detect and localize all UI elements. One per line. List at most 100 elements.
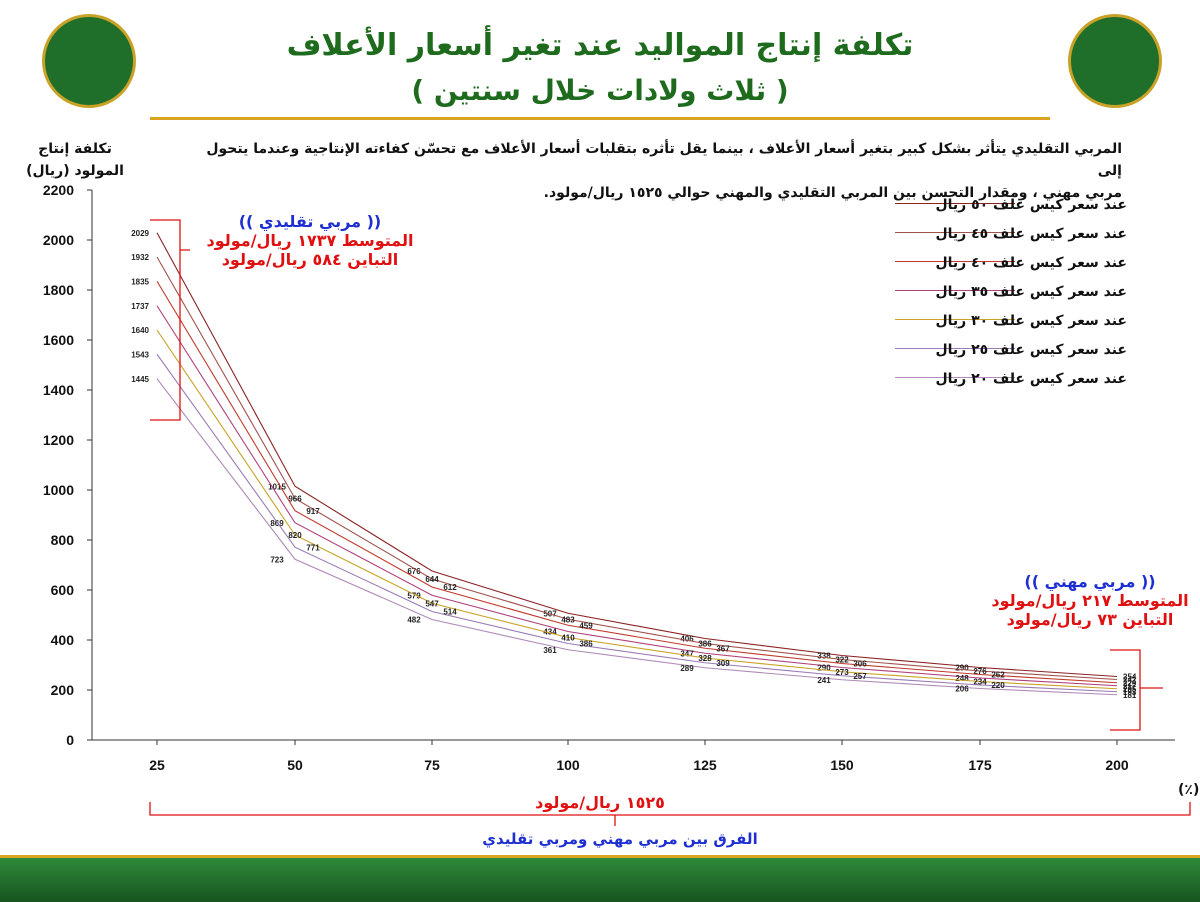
professional-variance: التباين ٧٣ ريال/مولود [1006, 610, 1174, 629]
series-line [156, 329, 1118, 690]
series-line [156, 353, 1118, 693]
series-line [156, 256, 1118, 681]
ministry-map-logo [42, 14, 136, 108]
professional-label: (( مربي مهني )) [1024, 572, 1156, 591]
data-label: 338 [817, 652, 831, 661]
series-line [156, 305, 1118, 687]
legend-swatch [895, 290, 1015, 291]
description-line-2: مربي مهني ، ومقدار التحسن بين المربي الت… [543, 185, 1122, 201]
y-tick-label: 2200 [43, 182, 74, 198]
data-label: 612 [443, 583, 457, 592]
data-label: 644 [425, 575, 439, 584]
y-tick-label: 1600 [43, 332, 74, 348]
data-label: 483 [561, 615, 575, 624]
data-label: 1640 [131, 326, 149, 335]
difference-label: الفرق بين مربي مهني ومربي تقليدي [482, 830, 758, 848]
y-axis-title-line-2: المولود (ريال) [26, 163, 124, 179]
footer-stripe [0, 855, 1200, 858]
y-tick-label: 0 [66, 732, 74, 748]
data-label: 322 [835, 656, 849, 665]
data-label: 579 [407, 591, 421, 600]
legend-swatch [895, 319, 1015, 320]
data-label: 917 [306, 507, 320, 516]
y-tick-label: 1200 [43, 432, 74, 448]
description-text: المربي التقليدي يتأثر بشكل كبير بتغير أس… [190, 138, 1122, 204]
data-label: 676 [407, 567, 421, 576]
professional-average: المتوسط ٢١٧ ريال/مولود [991, 591, 1189, 610]
data-label: 306 [853, 660, 867, 669]
data-label: 257 [853, 672, 867, 681]
legend-label: عند سعر كيس علف ٢٠ ريال [935, 371, 1127, 387]
professional-note: (( مربي مهني )) المتوسط ٢١٧ ريال/مولود ا… [985, 572, 1195, 629]
data-label: 205 [1123, 685, 1137, 694]
data-label: 386 [579, 640, 593, 649]
data-label: 229 [1123, 679, 1137, 688]
data-label: 966 [288, 495, 302, 504]
data-label: 254 [1123, 673, 1137, 682]
data-label: 1835 [131, 277, 149, 286]
traditional-variance: التباين ٥٨٤ ريال/مولود [221, 250, 399, 269]
page-title: تكلفة إنتاج المواليد عند تغير أسعار الأع… [286, 28, 914, 63]
difference-brace [149, 802, 1191, 826]
traditional-average: المتوسط ١٧٣٧ ريال/مولود [206, 231, 414, 250]
cost-line-chart: 0 200 400 600 800 1000 1200 1400 1600 1800 2000 220… [43, 182, 1200, 826]
y-tick-label: 2000 [43, 232, 74, 248]
legend-label: عند سعر كيس علف ٥٠ ريال [935, 197, 1127, 213]
x-tick-label: 50 [287, 757, 303, 773]
data-label: 386 [698, 640, 712, 649]
footer-bar [0, 858, 1200, 902]
data-label: 406 [680, 635, 694, 644]
data-label: 434 [543, 628, 557, 637]
legend-label: عند سعر كيس علف ٤٠ ريال [935, 255, 1127, 271]
y-axis-title-line-1: تكلفة إنتاج [38, 141, 112, 157]
x-tick-label: 150 [830, 757, 854, 773]
y-tick-label: 800 [51, 532, 75, 548]
y-tick-label: 1400 [43, 382, 74, 398]
x-tick-label: 175 [968, 757, 992, 773]
legend-label: عند سعر كيس علف ٢٥ ريال [935, 342, 1127, 358]
professional-bracket [1110, 649, 1163, 731]
traditional-label: (( مربي تقليدي )) [238, 212, 382, 231]
traditional-note: (( مربي تقليدي )) المتوسط ١٧٣٧ ريال/مولو… [190, 212, 430, 269]
legend-item: عند سعر كيس علف ٣٠ ريال [895, 313, 1127, 341]
legend-swatch [895, 203, 1015, 204]
header-divider [150, 117, 1050, 120]
series-line [156, 280, 1118, 684]
legend-swatch [895, 377, 1015, 378]
y-tick-label: 200 [51, 682, 75, 698]
legend-label: عند سعر كيس علف ٤٥ ريال [935, 226, 1127, 242]
data-label: 367 [716, 644, 730, 653]
data-label: 290 [955, 664, 969, 673]
legend-label: عند سعر كيس علف ٣٥ ريال [935, 284, 1127, 300]
data-label: 241 [817, 676, 831, 685]
description-line-1: المربي التقليدي يتأثر بشكل كبير بتغير أس… [206, 141, 1122, 179]
data-label: 217 [1123, 682, 1137, 691]
legend-swatch [895, 232, 1015, 233]
data-label: 328 [698, 654, 712, 663]
legend-item: عند سعر كيس علف ٤٥ ريال [895, 226, 1127, 254]
legend-item: عند سعر كيس علف ٥٠ ريال [895, 197, 1127, 225]
x-tick-label: 25 [149, 757, 165, 773]
legend-item: عند سعر كيس علف ٤٠ ريال [895, 255, 1127, 283]
data-label: 723 [270, 555, 284, 564]
data-label: 1543 [131, 350, 149, 359]
legend-label: عند سعر كيس علف ٣٠ ريال [935, 313, 1127, 329]
legend-item: عند سعر كيس علف ٣٥ ريال [895, 284, 1127, 312]
data-label: 1932 [131, 253, 149, 262]
data-label: 459 [579, 621, 593, 630]
x-tick-label: 125 [693, 757, 717, 773]
data-label: 820 [288, 531, 302, 540]
x-tick-label: 200 [1105, 757, 1129, 773]
data-label: 290 [817, 664, 831, 673]
traditional-bracket [150, 219, 190, 421]
data-label: 242 [1123, 676, 1137, 685]
page-subtitle: ( ثلاث ولادات خلال سنتين ) [411, 74, 789, 107]
data-label: 248 [955, 674, 969, 683]
data-label: 347 [680, 649, 694, 658]
y-tick-label: 1800 [43, 282, 74, 298]
y-tick-label: 600 [51, 582, 75, 598]
data-label: 276 [973, 667, 987, 676]
data-label: 1015 [268, 482, 286, 491]
data-label: 181 [1123, 691, 1137, 700]
data-label: 289 [680, 664, 694, 673]
